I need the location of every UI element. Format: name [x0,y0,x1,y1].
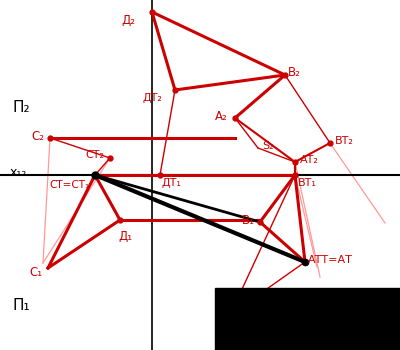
Text: S: S [232,312,239,324]
Text: B₁: B₁ [242,214,255,226]
Text: C₁: C₁ [29,266,42,279]
Text: C₂: C₂ [31,130,44,142]
Text: B₂: B₂ [288,65,301,78]
Text: x₁₂: x₁₂ [10,167,27,180]
Text: ДТ₁: ДТ₁ [162,178,182,188]
Text: A₂: A₂ [215,110,228,122]
Text: CТ₂: CТ₂ [85,150,104,160]
Text: BТ₂: BТ₂ [335,136,354,146]
Text: CТ=CТ₁: CТ=CТ₁ [50,180,90,190]
Text: Π₂: Π₂ [12,100,30,116]
Text: S₂: S₂ [262,141,274,151]
Text: Π₁: Π₁ [12,298,30,313]
Bar [215,288,400,350]
Text: AТ₂: AТ₂ [300,155,319,165]
Text: AТТ=AТ: AТТ=AТ [308,255,353,265]
Text: Д₁: Д₁ [118,230,132,243]
Text: Д₂: Д₂ [121,14,135,27]
Text: ДТ₂: ДТ₂ [142,93,162,103]
Text: BТ₁: BТ₁ [298,178,317,188]
